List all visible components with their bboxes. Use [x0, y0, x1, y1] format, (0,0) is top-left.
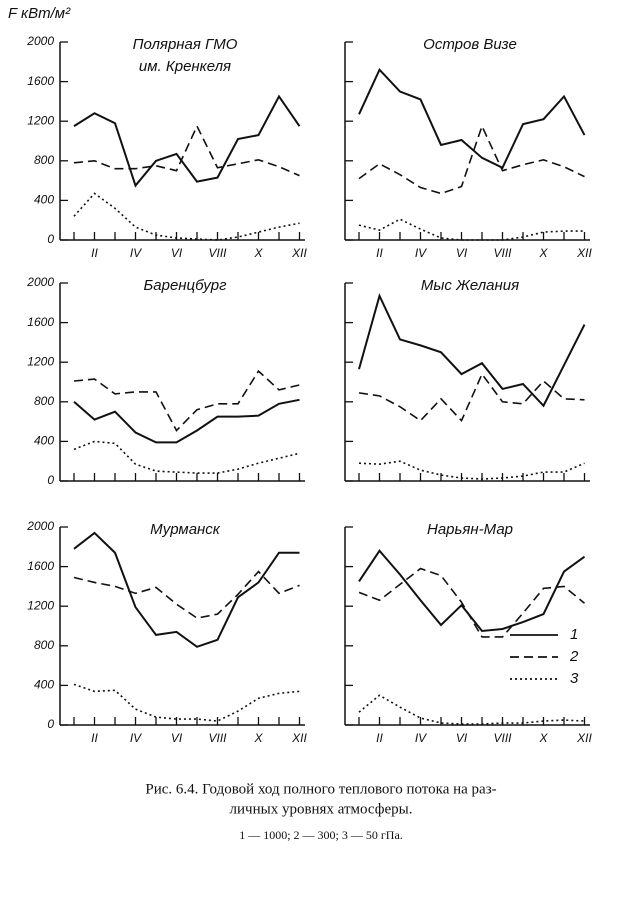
y-tick-label: 2000: [26, 519, 54, 533]
series-line: [358, 218, 585, 241]
x-tick-label: XII: [576, 731, 592, 745]
caption-line: личных уровнях атмосферы.: [230, 801, 413, 817]
series-line: [358, 567, 586, 638]
series-line: [73, 531, 300, 648]
y-tick-label: 1200: [27, 113, 54, 127]
series-line: [358, 694, 585, 725]
x-tick-label: II: [376, 731, 383, 745]
chart-title: им. Кренкеля: [139, 58, 231, 75]
series-line: [73, 369, 300, 432]
legend-label: 2: [569, 648, 579, 665]
series-line: [73, 192, 300, 241]
caption-note: 1 — 1000; 2 — 300; 3 — 50 гПа.: [239, 828, 403, 842]
y-axis-label: F кВт/м²: [8, 5, 71, 22]
x-tick-label: VIII: [493, 246, 512, 260]
x-tick-label: X: [538, 731, 548, 745]
y-tick-label: 1600: [27, 559, 54, 573]
x-tick-label: II: [376, 246, 383, 260]
y-tick-label: 0: [47, 473, 54, 487]
series-line: [73, 124, 300, 177]
x-tick-label: VI: [171, 246, 183, 260]
x-tick-label: II: [91, 731, 98, 745]
chart-title: Остров Визе: [423, 36, 517, 53]
y-tick-label: 800: [34, 153, 54, 167]
y-tick-label: 1600: [27, 315, 54, 329]
y-tick-label: 2000: [26, 34, 54, 48]
chart-title: Нарьян-Мар: [427, 521, 513, 538]
x-tick-label: IV: [415, 731, 427, 745]
y-tick-label: 0: [47, 232, 54, 246]
y-tick-label: 400: [34, 193, 54, 207]
x-tick-label: IV: [130, 731, 142, 745]
series-line: [358, 67, 586, 170]
x-tick-label: XII: [291, 246, 307, 260]
chart-title: Баренцбург: [144, 277, 228, 294]
legend-label: 1: [570, 626, 578, 643]
series-line: [358, 123, 585, 195]
chart-title: Мурманск: [150, 521, 221, 538]
y-tick-label: 400: [34, 434, 54, 448]
caption-line: Рис. 6.4. Годовой ход полного теплового …: [145, 781, 496, 797]
series-line: [73, 94, 301, 188]
x-tick-label: VI: [171, 731, 183, 745]
y-tick-label: 400: [34, 678, 54, 692]
x-tick-label: X: [253, 731, 263, 745]
x-tick-label: VI: [456, 246, 468, 260]
x-tick-label: VIII: [208, 246, 227, 260]
x-tick-label: VIII: [208, 731, 227, 745]
x-tick-label: IV: [415, 246, 427, 260]
x-tick-label: X: [253, 246, 263, 260]
x-tick-label: VIII: [493, 731, 512, 745]
y-tick-label: 800: [34, 394, 54, 408]
series-line: [73, 683, 300, 722]
series-line: [73, 398, 300, 444]
legend-label: 3: [570, 670, 579, 687]
series-line: [358, 460, 585, 480]
y-tick-label: 800: [34, 638, 54, 652]
series-line: [358, 293, 586, 408]
x-tick-label: II: [91, 246, 98, 260]
series-line: [358, 372, 585, 423]
x-tick-label: X: [538, 246, 548, 260]
x-tick-label: XII: [576, 246, 592, 260]
y-tick-label: 1200: [27, 598, 54, 612]
y-tick-label: 1600: [27, 74, 54, 88]
x-tick-label: VI: [456, 731, 468, 745]
x-tick-label: IV: [130, 246, 142, 260]
series-line: [73, 570, 300, 619]
y-tick-label: 1200: [27, 354, 54, 368]
x-tick-label: XII: [291, 731, 307, 745]
y-tick-label: 2000: [26, 275, 54, 289]
chart-title: Мыс Желания: [421, 277, 519, 294]
y-tick-label: 0: [47, 717, 54, 731]
chart-title: Полярная ГМО: [133, 36, 238, 53]
series-line: [73, 440, 300, 474]
